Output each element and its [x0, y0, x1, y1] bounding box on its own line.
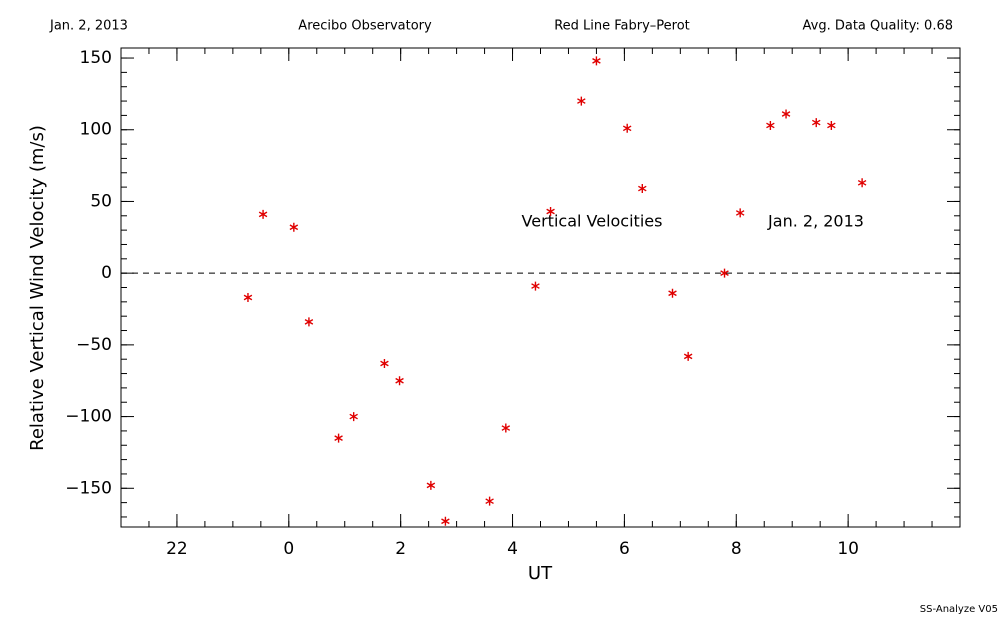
- data-point: [668, 288, 677, 298]
- y-axis-label: Relative Vertical Wind Velocity (m/s): [27, 125, 48, 451]
- footer: SS-Analyze V05: [920, 604, 998, 615]
- data-point: [485, 496, 494, 506]
- data-point: [720, 268, 729, 278]
- data-point: [334, 433, 343, 443]
- data-point: [380, 359, 389, 369]
- data-point: [781, 109, 791, 119]
- header-instrument: Red Line Fabry–Perot: [554, 19, 690, 34]
- x-tick-label: 6: [619, 539, 630, 559]
- data-point: [243, 293, 253, 303]
- data-point: [827, 120, 836, 130]
- data-point: [811, 118, 821, 128]
- data-point: [258, 209, 268, 219]
- y-tick-label: 150: [80, 48, 112, 68]
- header-quality: Avg. Data Quality: 0.68: [803, 19, 953, 34]
- data-point: [735, 208, 745, 218]
- data-point: [577, 96, 586, 106]
- y-tick-label: 50: [90, 191, 112, 211]
- data-point: [766, 120, 775, 130]
- x-tick-label: 22: [166, 539, 188, 559]
- data-point: [683, 351, 693, 361]
- x-tick-label: 8: [731, 539, 742, 559]
- y-tick-label: −50: [76, 335, 112, 355]
- data-point: [426, 480, 436, 490]
- data-point: [638, 184, 647, 194]
- data-point: [349, 412, 358, 422]
- annotation: Jan. 2, 2013: [767, 212, 864, 231]
- data-point: [546, 206, 555, 216]
- data-point: [501, 423, 511, 433]
- y-tick-label: −100: [65, 407, 112, 427]
- data-point: [592, 56, 601, 66]
- header-site: Arecibo Observatory: [298, 19, 432, 34]
- x-tick-label: 2: [395, 539, 406, 559]
- data-point: [857, 178, 867, 188]
- data-point: [531, 281, 540, 291]
- y-tick-label: 0: [101, 263, 112, 283]
- x-tick-label: 0: [283, 539, 294, 559]
- data-point: [441, 516, 450, 526]
- x-tick-label: 10: [837, 539, 859, 559]
- x-tick-label: 4: [507, 539, 518, 559]
- data-point: [304, 317, 314, 327]
- data-point: [395, 376, 404, 386]
- y-tick-label: −150: [65, 478, 112, 498]
- header-date: Jan. 2, 2013: [49, 19, 128, 34]
- annotation: Vertical Velocities: [522, 212, 663, 231]
- y-tick-label: 100: [80, 120, 112, 140]
- plot-frame: [120, 47, 961, 528]
- data-point: [622, 123, 632, 133]
- x-axis-label: UT: [528, 563, 553, 584]
- data-point: [289, 222, 299, 232]
